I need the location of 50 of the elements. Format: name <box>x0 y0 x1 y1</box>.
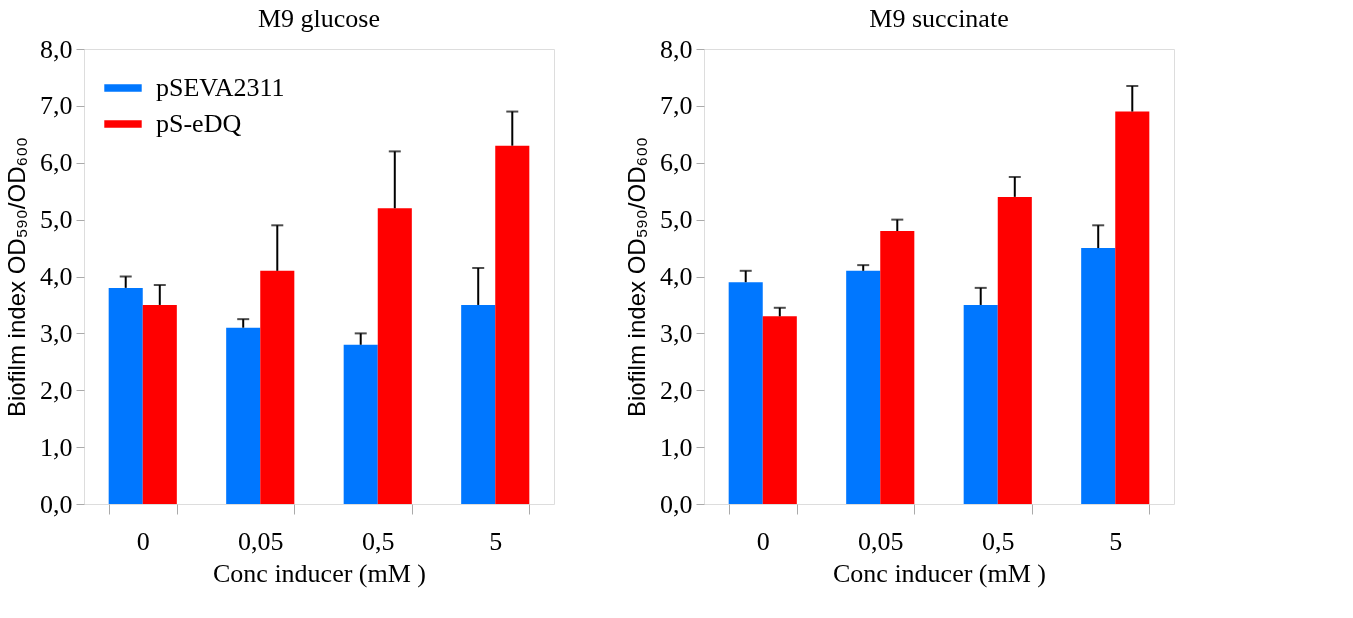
y-tick-label: 0,0 <box>40 489 73 519</box>
x-tick-label: 0,5 <box>982 526 1015 556</box>
bar <box>461 304 496 504</box>
bar <box>846 270 881 504</box>
y-tick-label: 1,0 <box>40 432 73 462</box>
y-tick-label: 4,0 <box>660 262 693 291</box>
x-tick-label: 0,5 <box>362 526 395 556</box>
y-tick-label: 6,0 <box>660 148 693 178</box>
bar <box>260 270 295 504</box>
y-tick-label: 0,0 <box>660 489 693 519</box>
legend-label: pSEVA2311 <box>156 73 285 102</box>
x-tick-label: 0 <box>756 526 770 556</box>
bar <box>997 196 1032 504</box>
bar <box>1115 111 1150 504</box>
bar <box>108 287 143 504</box>
chart-title: M9 glucose <box>257 4 381 33</box>
bar <box>142 304 177 504</box>
x-axis-title: Conc inducer (mM ) <box>212 558 427 588</box>
y-tick-label: 1,0 <box>660 432 693 462</box>
x-tick-label: 5 <box>1109 526 1123 556</box>
y-tick-label: 5,0 <box>660 205 693 235</box>
y-tick-label: 5,0 <box>40 205 73 235</box>
y-tick-label: 7,0 <box>660 91 693 121</box>
y-tick-label: 8,0 <box>660 34 693 64</box>
y-tick-label: 3,0 <box>660 318 693 348</box>
y-tick-label: 4,0 <box>40 262 73 291</box>
bar <box>728 282 763 504</box>
bar <box>343 344 378 504</box>
x-tick-label: 0 <box>136 526 150 556</box>
x-axis-title: Conc inducer (mM ) <box>832 558 1047 588</box>
bar <box>762 316 797 504</box>
y-tick-label: 3,0 <box>40 318 73 348</box>
y-tick-label: 2,0 <box>40 375 73 405</box>
y-tick-label: 2,0 <box>660 375 693 405</box>
chart-title: M9 succinate <box>869 4 1009 33</box>
bar <box>495 145 530 504</box>
bar <box>377 208 412 504</box>
y-axis-title: Biofilm index OD₅₉₀/OD₆₀₀ <box>3 136 30 418</box>
bar <box>1081 248 1116 504</box>
bar <box>226 327 261 504</box>
x-tick-label: 5 <box>489 526 503 556</box>
y-tick-label: 8,0 <box>40 34 73 64</box>
x-tick-label: 0,05 <box>238 526 284 556</box>
bar <box>880 231 915 504</box>
x-tick-label: 0,05 <box>858 526 904 556</box>
y-tick-label: 6,0 <box>40 148 73 178</box>
y-tick-label: 7,0 <box>40 91 73 121</box>
bar <box>963 304 998 504</box>
y-axis-title: Biofilm index OD₅₉₀/OD₆₀₀ <box>623 136 650 418</box>
legend-label: pS-eDQ <box>156 109 242 138</box>
